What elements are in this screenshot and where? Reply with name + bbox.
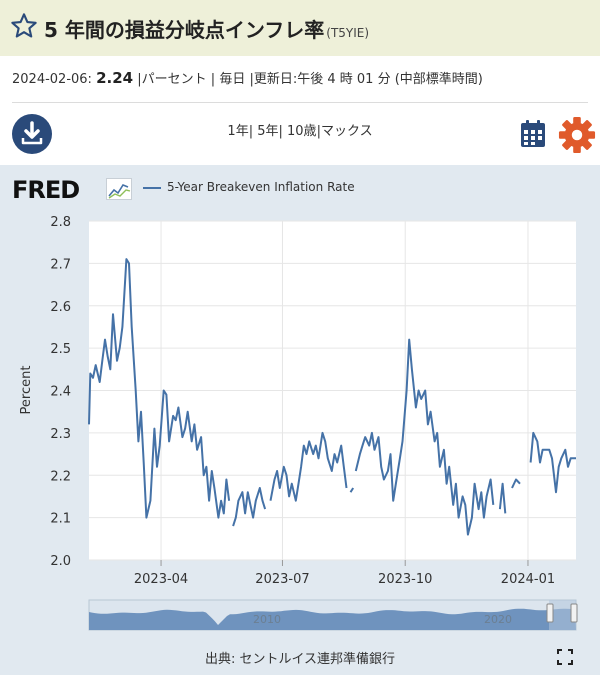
range-5y[interactable]: 5年 <box>257 124 279 139</box>
page-title: 5 年間の損益分岐点インフレ率 (T5YIE) <box>44 14 369 43</box>
title-bar <box>0 0 600 56</box>
series-line-segment <box>354 338 495 536</box>
x-tick-label: 2023-04 <box>134 572 188 587</box>
series-line-segment <box>511 478 521 489</box>
navigator-labels: 2010 2020 <box>253 613 512 626</box>
y-axis-label: Percent <box>19 366 34 415</box>
series-line-segment <box>232 487 267 527</box>
calendar-icon[interactable] <box>519 119 547 149</box>
y-tick-label: 2.8 <box>50 215 71 230</box>
source-note: 出典: セントルイス連邦準備銀行 <box>204 652 396 667</box>
x-gridlines <box>160 221 529 566</box>
y-tick-label: 2.2 <box>50 469 71 484</box>
y-tick-label: 2.1 <box>50 512 71 527</box>
navigator-year-label: 2010 <box>253 613 281 626</box>
y-tick-label: 2.6 <box>50 300 71 315</box>
series-code: (T5YIE) <box>326 26 370 40</box>
x-tick-label: 2023-07 <box>255 572 309 587</box>
units: パーセント <box>141 72 207 87</box>
range-navigator[interactable]: 2010 2020 <box>88 599 578 631</box>
y-tick-label: 2.0 <box>50 554 71 569</box>
range-1y[interactable]: 1年 <box>227 124 249 139</box>
y-tick-label: 2.7 <box>50 257 71 272</box>
y-tick-label: 2.5 <box>50 342 71 357</box>
observation-date: 2024-02-06: <box>12 72 92 87</box>
gridlines <box>89 220 576 561</box>
x-tick-label: 2024-01 <box>501 572 555 587</box>
download-button[interactable] <box>12 114 52 154</box>
observation-value: 2.24 <box>96 69 134 87</box>
gear-icon[interactable] <box>558 116 596 154</box>
navigator-handle-left[interactable] <box>546 603 554 623</box>
range-10y[interactable]: 10歳 <box>287 124 317 139</box>
series-line-segment <box>529 431 576 494</box>
legend-label: 5-Year Breakeven Inflation Rate <box>167 180 355 194</box>
series-line-segment <box>269 431 348 502</box>
navigator-year-label: 2020 <box>484 613 512 626</box>
star-icon[interactable] <box>10 12 38 40</box>
observation-meta: 2024-02-06: 2.24 |パーセント | 毎日 |更新日:午後 4 時… <box>12 69 483 87</box>
series-line-segment <box>498 482 507 514</box>
legend-swatch <box>143 186 161 189</box>
fred-logo: FRED <box>12 176 80 204</box>
series-line-segment <box>88 258 231 519</box>
series-title: 5 年間の損益分岐点インフレ率 <box>44 18 325 42</box>
range-max[interactable]: マックス <box>320 124 373 139</box>
y-tick-label: 2.4 <box>50 385 71 400</box>
chart-legend: 5-Year Breakeven Inflation Rate <box>143 180 355 194</box>
series-lines <box>88 258 576 536</box>
series-line-segment <box>349 487 355 493</box>
x-tick-labels: 2023-04 2023-07 2023-10 2024-01 <box>134 572 555 587</box>
navigator-series <box>89 608 576 630</box>
fred-chart-icon <box>106 178 132 200</box>
fullscreen-icon[interactable] <box>557 649 573 665</box>
divider <box>12 102 588 103</box>
y-tick-label: 2.3 <box>50 427 71 442</box>
updated-time: 更新日:午後 4 時 01 分 (中部標準時間) <box>253 72 483 87</box>
download-icon <box>21 121 43 145</box>
x-tick-label: 2023-10 <box>378 572 432 587</box>
range-selector: 1年| 5年| 10歳|マックス <box>227 124 373 139</box>
y-tick-labels: 2.0 2.1 2.2 2.3 2.4 2.5 2.6 2.7 2.8 <box>50 215 71 569</box>
navigator-handle-right[interactable] <box>570 603 578 623</box>
frequency: 毎日 <box>219 72 246 87</box>
